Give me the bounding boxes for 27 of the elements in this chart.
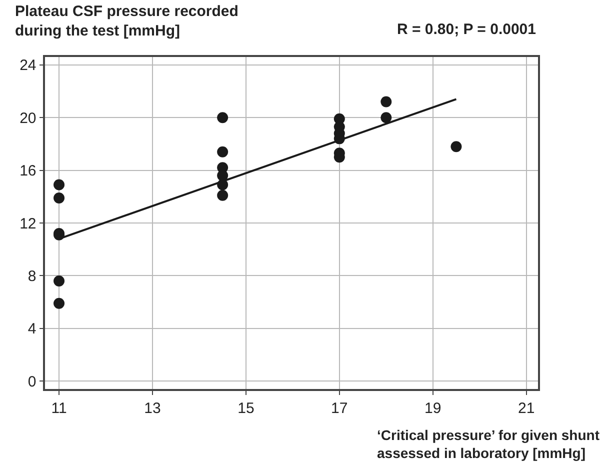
point [54, 275, 65, 286]
point [217, 112, 228, 124]
y-tick-label: 24 [20, 57, 36, 74]
point [54, 192, 65, 204]
point [450, 141, 462, 152]
y-tick-label: 16 [20, 162, 36, 180]
x-tick-label: 17 [331, 400, 348, 417]
point [54, 298, 65, 309]
x-tick-label: 11 [51, 400, 67, 417]
x-tick-label: 13 [144, 400, 161, 417]
x-axis-title: ‘Critical pressure’ for given shunt assessed in laboratory [mmHg] [377, 427, 600, 462]
y-tick-label: 20 [20, 110, 36, 127]
point [54, 179, 65, 190]
y-axis-title: Plateau CSF pressure recorded during the test [mmHg] [15, 3, 238, 40]
point [217, 170, 228, 182]
x-tick-label: 19 [424, 400, 442, 417]
point [217, 190, 228, 201]
text: R = 0.80; P = 0.0001 [397, 21, 536, 38]
x-tick-label: 15 [238, 400, 254, 417]
point [380, 112, 392, 124]
point [217, 146, 228, 158]
y-tick-label: 8 [28, 268, 36, 285]
x-tick-label: 21 [518, 400, 535, 417]
y-tick-label: 0 [28, 373, 36, 390]
y-tick-label: 12 [20, 215, 36, 232]
point [380, 96, 392, 108]
y-tick-label: 4 [28, 320, 36, 338]
